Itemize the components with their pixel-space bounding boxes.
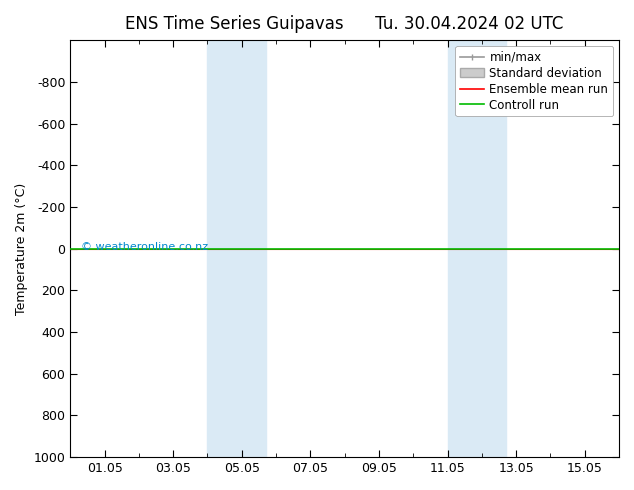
Legend: min/max, Standard deviation, Ensemble mean run, Controll run: min/max, Standard deviation, Ensemble me… <box>455 46 613 116</box>
Title: ENS Time Series Guipavas      Tu. 30.04.2024 02 UTC: ENS Time Series Guipavas Tu. 30.04.2024 … <box>126 15 564 33</box>
Bar <box>207 40 266 457</box>
Y-axis label: Temperature 2m (°C): Temperature 2m (°C) <box>15 182 28 315</box>
Bar <box>448 40 506 457</box>
Text: © weatheronline.co.nz: © weatheronline.co.nz <box>81 242 209 251</box>
